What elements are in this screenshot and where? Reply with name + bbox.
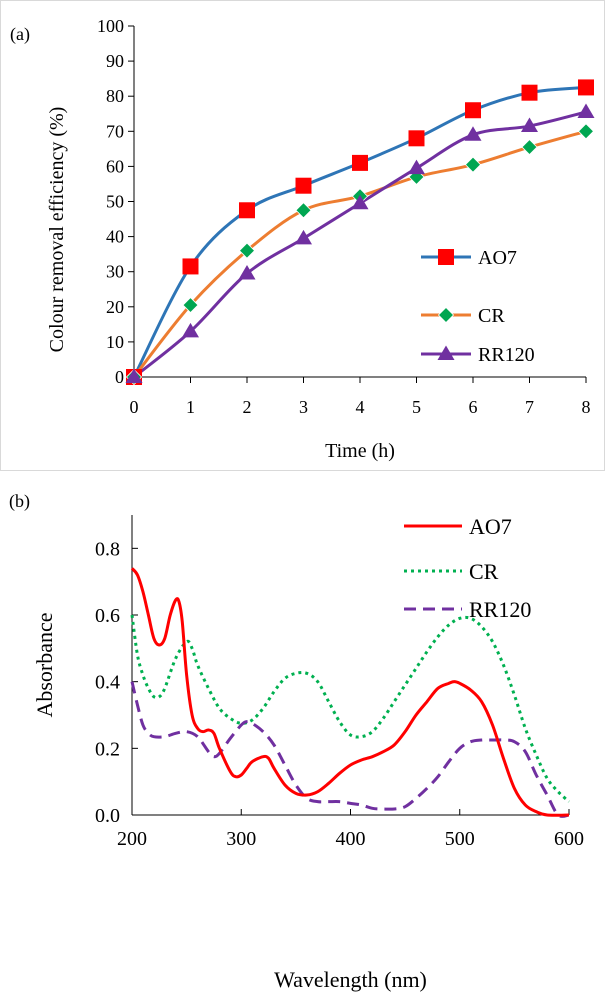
x-tick-label: 200 — [117, 828, 147, 850]
chart-panel-a: (a) 0 10 20 30 40 50 60 70 80 90 100 0 1 2 3 4 5 6 7 8 Time (… — [0, 0, 605, 471]
x-tick-label: 500 — [445, 828, 475, 850]
data-point-ao7 — [465, 102, 481, 119]
y-tick-label: 0.2 — [95, 738, 120, 760]
legend-label-ao7: AO7 — [478, 247, 517, 269]
x-tick-label: 5 — [412, 397, 421, 417]
series-line-cr — [130, 614, 571, 803]
x-tick-label: 7 — [525, 397, 534, 417]
y-tick-label: 100 — [97, 16, 124, 36]
data-point-cr — [182, 296, 199, 314]
y-tick-label: 20 — [106, 297, 124, 317]
y-tick-label: 0.6 — [95, 605, 120, 627]
data-point-ao7 — [578, 79, 594, 96]
legend-label-cr: CR — [469, 559, 499, 584]
y-tick-label: 80 — [106, 86, 124, 106]
x-tick-label: 400 — [336, 828, 366, 850]
y-tick-label: 30 — [106, 262, 124, 282]
y-tick-label: 0.4 — [95, 672, 120, 694]
x-tick-label: 8 — [582, 397, 591, 417]
data-point-rr120 — [464, 126, 482, 141]
legend-marker-ao7 — [438, 249, 454, 265]
legend-marker-rr120 — [437, 345, 455, 360]
x-tick-label: 4 — [356, 397, 365, 417]
y-tick-label: 70 — [106, 121, 124, 141]
legend-label-cr: CR — [478, 305, 505, 327]
x-tick-label: 300 — [226, 828, 256, 850]
x-axis-title: Wavelength (nm) — [274, 967, 427, 992]
y-tick-label: 0.8 — [95, 538, 120, 560]
legend-label-rr120: RR120 — [478, 344, 535, 366]
x-tick-label: 600 — [554, 828, 584, 850]
chart-panel-b: (b) 0.0 0.2 0.4 0.6 0.8 200 300 400 500 600 Wavelen… — [0, 477, 605, 997]
series-line-ao7 — [132, 85, 587, 378]
data-point-rr120 — [521, 117, 538, 133]
series-line-rr120 — [130, 681, 570, 818]
data-point-ao7 — [521, 84, 538, 101]
data-point-rr120 — [295, 229, 312, 245]
data-point-rr120 — [351, 194, 369, 210]
legend-label-ao7: AO7 — [469, 514, 512, 539]
x-tick-label: 1 — [186, 397, 195, 417]
data-point-rr120 — [577, 103, 595, 118]
y-tick-label: 0.0 — [95, 805, 120, 827]
x-axis-title: Time (h) — [325, 440, 395, 462]
data-point-rr120 — [408, 159, 425, 175]
data-point-ao7 — [295, 177, 312, 194]
data-point-cr — [577, 123, 595, 140]
x-tick-label: 3 — [299, 397, 308, 417]
data-point-ao7 — [239, 202, 255, 219]
data-point-cr — [238, 242, 256, 259]
y-tick-label: 90 — [106, 51, 124, 71]
y-tick-label: 60 — [106, 156, 124, 176]
x-tick-label: 6 — [469, 397, 478, 417]
data-point-cr — [464, 156, 482, 173]
chart-b-svg: (b) 0.0 0.2 0.4 0.6 0.8 200 300 400 500 600 Wavelen… — [9, 491, 584, 992]
data-point-ao7 — [352, 154, 368, 171]
y-axis-title: Colour removal efficiency (%) — [46, 107, 68, 353]
x-tick-label: 0 — [130, 397, 139, 417]
data-point-ao7 — [408, 130, 425, 147]
data-point-rr120 — [182, 322, 199, 338]
y-tick-label: 50 — [106, 192, 124, 212]
y-tick-label: 40 — [106, 227, 124, 247]
data-point-cr — [295, 202, 312, 219]
data-point-rr120 — [125, 368, 143, 383]
x-tick-label: 2 — [243, 397, 252, 417]
legend-label-rr120: RR120 — [469, 597, 531, 622]
panel-label: (a) — [10, 24, 30, 45]
data-point-ao7 — [182, 258, 199, 275]
y-tick-label: 10 — [106, 332, 124, 352]
panel-label: (b) — [9, 491, 30, 512]
series-line-ao7 — [130, 567, 570, 817]
data-point-rr120 — [238, 264, 256, 280]
y-axis-title: Absorbance — [32, 612, 57, 717]
series-line-cr — [132, 129, 587, 378]
data-point-cr — [521, 139, 538, 156]
y-tick-label: 0 — [115, 367, 124, 387]
chart-a-svg: (a) 0 10 20 30 40 50 60 70 80 90 100 0 1 2 3 4 5 6 7 8 Time (… — [10, 16, 595, 462]
legend-marker-cr — [437, 306, 455, 324]
